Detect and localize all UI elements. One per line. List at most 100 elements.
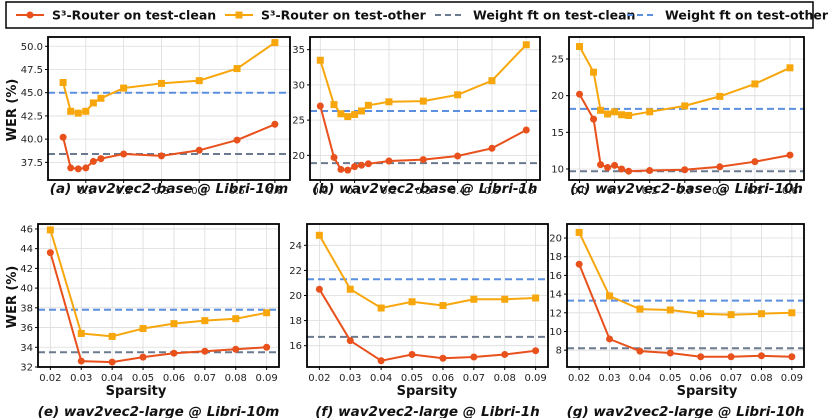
point-s3-clean-a-0 <box>59 133 67 141</box>
ytick-label-c-0: 10 <box>551 165 564 176</box>
point-s3-other-f-4 <box>439 302 447 310</box>
point-s3-clean-a-3 <box>82 164 90 172</box>
xtick-label-c-1: 0.1 <box>607 186 623 197</box>
xlabel-g: Sparsity <box>677 384 738 399</box>
xtick-label-b-3: 0.3 <box>415 186 431 197</box>
legend-entry-wf-other: Weight ft on test-other <box>627 8 829 23</box>
ytick-label-f-2: 20 <box>289 291 302 302</box>
point-s3-clean-e-3 <box>139 353 147 361</box>
ytick-label-f-0: 16 <box>289 341 302 352</box>
point-s3-other-e-5 <box>201 317 209 325</box>
point-s3-clean-g-6 <box>757 352 765 360</box>
point-s3-clean-f-0 <box>315 285 323 293</box>
axes-frame-g <box>566 223 805 368</box>
xtick-label-c-3: 0.3 <box>677 186 693 197</box>
point-s3-other-f-6 <box>501 295 509 303</box>
point-s3-other-f-0 <box>315 231 323 239</box>
legend-label-s3-other: S³-Router on test-other <box>261 8 427 23</box>
caption-g: (g) wav2vec2-large @ Libri-10h <box>567 404 805 418</box>
xtick-label-f-3: 0.05 <box>401 373 423 384</box>
axes-frame-c <box>568 36 805 181</box>
point-s3-clean-a-6 <box>120 150 128 158</box>
point-s3-other-c-2 <box>597 106 605 114</box>
caption-a: (a) wav2vec2-base @ Libri-10m <box>50 181 288 197</box>
legend-entry-s3-clean: S³-Router on test-clean <box>16 8 216 23</box>
xtick-label-g-0: 0.02 <box>568 373 590 384</box>
xtick-label-c-4: 0.4 <box>712 186 728 197</box>
point-s3-other-a-1 <box>67 107 75 115</box>
ytick-label-g-0: 8 <box>556 346 562 357</box>
point-s3-other-b-4 <box>351 110 359 118</box>
point-s3-other-e-4 <box>170 320 178 328</box>
point-s3-other-b-7 <box>385 98 393 106</box>
xtick-label-b-0: 0.0 <box>312 186 328 197</box>
point-s3-clean-c-11 <box>786 151 794 159</box>
ytick-label-b-2: 30 <box>292 80 305 91</box>
point-s3-clean-a-2 <box>74 165 82 173</box>
point-s3-other-a-8 <box>195 77 203 85</box>
point-s3-other-g-7 <box>788 309 796 317</box>
point-s3-other-a-7 <box>157 79 165 87</box>
point-s3-other-f-5 <box>470 295 478 303</box>
point-s3-other-a-3 <box>82 107 90 115</box>
series-line-s3-clean-c <box>578 93 791 173</box>
xtick-label-c-5: 0.5 <box>747 186 763 197</box>
point-s3-clean-g-0 <box>575 260 583 268</box>
point-s3-clean-c-2 <box>597 161 605 169</box>
ytick-label-g-3: 14 <box>549 290 562 301</box>
caption-b: (b) wav2vec2-base @ Libri-1h <box>312 181 537 197</box>
point-s3-other-c-4 <box>611 108 619 116</box>
ytick-label-e-3: 38 <box>20 303 33 314</box>
ytick-label-e-4: 40 <box>20 284 33 295</box>
point-s3-other-a-0 <box>59 79 67 86</box>
caption-c: (c) wav2vec2-base @ Libri-10h <box>570 181 803 197</box>
point-s3-other-c-0 <box>576 43 584 51</box>
legend-marker-s3-other <box>235 11 243 19</box>
ytick-label-e-0: 32 <box>20 363 33 374</box>
ytick-label-a-2: 42.5 <box>21 111 43 122</box>
point-s3-other-f-7 <box>532 294 540 302</box>
axes-frame-b <box>309 36 541 181</box>
point-s3-clean-c-6 <box>625 167 633 175</box>
point-s3-clean-e-2 <box>108 358 116 366</box>
xtick-label-g-4: 0.06 <box>690 373 712 384</box>
point-s3-clean-a-5 <box>97 155 105 163</box>
axes-frame-e <box>37 223 280 368</box>
xlabel-e: Sparsity <box>106 384 167 399</box>
point-s3-other-f-3 <box>408 298 416 306</box>
point-s3-other-b-2 <box>337 110 345 118</box>
xtick-label-e-7: 0.09 <box>256 373 278 384</box>
point-s3-clean-a-9 <box>233 136 241 144</box>
point-s3-other-g-1 <box>606 292 614 300</box>
xtick-label-g-7: 0.09 <box>781 373 803 384</box>
point-s3-clean-b-4 <box>351 163 359 171</box>
point-s3-other-c-1 <box>590 68 598 76</box>
point-s3-clean-c-3 <box>604 164 612 172</box>
point-s3-other-b-1 <box>330 101 338 109</box>
point-s3-other-c-5 <box>618 111 626 119</box>
point-s3-other-e-3 <box>139 325 147 333</box>
point-s3-clean-c-9 <box>716 163 724 171</box>
point-s3-other-f-1 <box>346 285 354 293</box>
point-s3-other-c-9 <box>716 92 724 100</box>
legend-marker-s3-clean <box>26 11 34 19</box>
point-s3-clean-b-2 <box>337 165 345 173</box>
point-s3-other-g-0 <box>575 228 583 236</box>
point-s3-clean-g-5 <box>727 353 735 361</box>
point-s3-other-b-0 <box>316 56 324 64</box>
point-s3-other-c-7 <box>646 108 654 116</box>
point-s3-other-b-9 <box>454 91 462 99</box>
legend-label-wf-clean: Weight ft on test-clean <box>473 8 635 23</box>
xtick-label-g-6: 0.08 <box>750 373 772 384</box>
xtick-label-e-5: 0.07 <box>194 373 216 384</box>
xtick-label-e-4: 0.06 <box>163 373 185 384</box>
point-s3-clean-b-5 <box>357 161 365 169</box>
series-line-s3-clean-f <box>318 288 536 362</box>
point-s3-other-c-6 <box>625 111 633 119</box>
point-s3-clean-b-6 <box>364 160 372 168</box>
ylabel-top: WER (%) <box>5 79 20 142</box>
caption-e: (e) wav2vec2-large @ Libri-10m <box>38 404 280 418</box>
point-s3-clean-f-4 <box>439 354 447 362</box>
xlabel-f: Sparsity <box>397 384 458 399</box>
